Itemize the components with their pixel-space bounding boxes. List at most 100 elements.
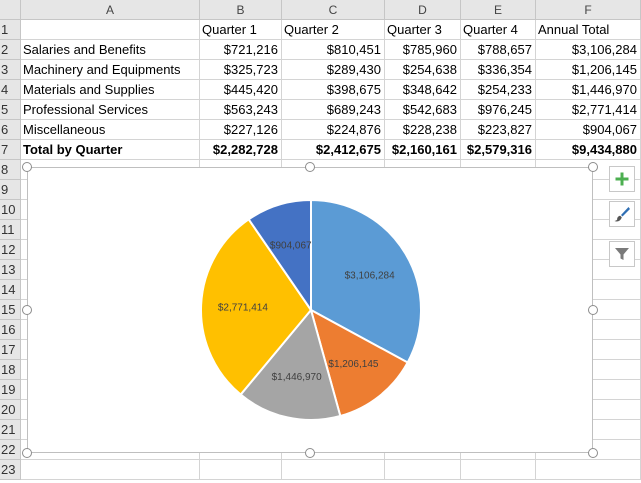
- column-header-a[interactable]: A: [21, 0, 200, 20]
- row-header-12[interactable]: 12: [0, 240, 21, 260]
- row-header-20[interactable]: 20: [0, 400, 21, 420]
- row-header-22[interactable]: 22: [0, 440, 21, 460]
- row-header-23[interactable]: 23: [0, 460, 21, 480]
- row-header-6[interactable]: 6: [0, 120, 21, 140]
- cell-f7[interactable]: $9,434,880: [536, 140, 641, 160]
- row-header-11[interactable]: 11: [0, 220, 21, 240]
- column-header-e[interactable]: E: [461, 0, 536, 20]
- cell-c2[interactable]: $810,451: [282, 40, 385, 60]
- cell-b6[interactable]: $227,126: [200, 120, 282, 140]
- row-header-2[interactable]: 2: [0, 40, 21, 60]
- cell-b1[interactable]: Quarter 1: [200, 20, 282, 40]
- row-header-15[interactable]: 15: [0, 300, 21, 320]
- cell-e3[interactable]: $336,354: [461, 60, 536, 80]
- resize-handle-top-left[interactable]: [22, 162, 32, 172]
- cell-b7[interactable]: $2,282,728: [200, 140, 282, 160]
- cell-f4[interactable]: $1,446,970: [536, 80, 641, 100]
- cell-d2[interactable]: $785,960: [385, 40, 461, 60]
- row-header-10[interactable]: 10: [0, 200, 21, 220]
- pie-chart[interactable]: $3,106,284 $1,206,145 $1,446,970 $2,771,414…: [27, 167, 593, 453]
- pie-chart-plot: $3,106,284 $1,206,145 $1,446,970 $2,771,414…: [200, 198, 422, 421]
- row-header-14[interactable]: 14: [0, 280, 21, 300]
- chart-filters-button[interactable]: [609, 241, 635, 267]
- select-all-corner[interactable]: [0, 0, 21, 20]
- cell-b5[interactable]: $563,243: [200, 100, 282, 120]
- brush-icon: [614, 207, 630, 222]
- resize-handle-middle-left[interactable]: [22, 305, 32, 315]
- column-header-c[interactable]: C: [282, 0, 385, 20]
- row-header-5[interactable]: 5: [0, 100, 21, 120]
- cell-c5[interactable]: $689,243: [282, 100, 385, 120]
- cell-e1[interactable]: Quarter 4: [461, 20, 536, 40]
- cell-f2[interactable]: $3,106,284: [536, 40, 641, 60]
- pie-slice-3[interactable]: [239, 307, 342, 421]
- cell-c23[interactable]: [282, 460, 385, 480]
- resize-handle-bottom-left[interactable]: [22, 448, 32, 458]
- cell-a4[interactable]: Materials and Supplies: [21, 80, 200, 100]
- row-header-21[interactable]: 21: [0, 420, 21, 440]
- pie-data-label-2: $1,206,145: [328, 359, 378, 370]
- column-header-f[interactable]: F: [536, 0, 641, 20]
- cell-d4[interactable]: $348,642: [385, 80, 461, 100]
- column-header-b[interactable]: B: [200, 0, 282, 20]
- cell-b4[interactable]: $445,420: [200, 80, 282, 100]
- row-header-16[interactable]: 16: [0, 320, 21, 340]
- chart-elements-button[interactable]: [609, 166, 635, 192]
- cell-a1[interactable]: [21, 20, 200, 40]
- cell-a7[interactable]: Total by Quarter: [21, 140, 200, 160]
- row-header-19[interactable]: 19: [0, 380, 21, 400]
- cell-d7[interactable]: $2,160,161: [385, 140, 461, 160]
- row-header-4[interactable]: 4: [0, 80, 21, 100]
- pie-slice-5[interactable]: [247, 198, 312, 314]
- cell-e5[interactable]: $976,245: [461, 100, 536, 120]
- cell-a3[interactable]: Machinery and Equipments: [21, 60, 200, 80]
- resize-handle-bottom-right[interactable]: [588, 448, 598, 458]
- cell-f6[interactable]: $904,067: [536, 120, 641, 140]
- cell-e4[interactable]: $254,233: [461, 80, 536, 100]
- cell-a23[interactable]: [21, 460, 200, 480]
- pie-slice-2[interactable]: [309, 307, 410, 418]
- cell-d3[interactable]: $254,638: [385, 60, 461, 80]
- cell-d1[interactable]: Quarter 3: [385, 20, 461, 40]
- cell-b23[interactable]: [200, 460, 282, 480]
- cell-f1[interactable]: Annual Total: [536, 20, 641, 40]
- cell-f23[interactable]: [536, 460, 641, 480]
- resize-handle-top-right[interactable]: [588, 162, 598, 172]
- row-header-13[interactable]: 13: [0, 260, 21, 280]
- cell-e7[interactable]: $2,579,316: [461, 140, 536, 160]
- cell-c1[interactable]: Quarter 2: [282, 20, 385, 40]
- cell-e23[interactable]: [461, 460, 536, 480]
- resize-handle-top-middle[interactable]: [305, 162, 315, 172]
- cell-a6[interactable]: Miscellaneous: [21, 120, 200, 140]
- row-header-8[interactable]: 8: [0, 160, 21, 180]
- row-header-1[interactable]: 1: [0, 20, 21, 40]
- cell-f5[interactable]: $2,771,414: [536, 100, 641, 120]
- chart-styles-button[interactable]: [609, 201, 635, 227]
- cell-b2[interactable]: $721,216: [200, 40, 282, 60]
- row-header-18[interactable]: 18: [0, 360, 21, 380]
- cell-a5[interactable]: Professional Services: [21, 100, 200, 120]
- pie-data-label-3: $1,446,970: [272, 372, 322, 383]
- cell-d23[interactable]: [385, 460, 461, 480]
- cell-b3[interactable]: $325,723: [200, 60, 282, 80]
- resize-handle-bottom-middle[interactable]: [305, 448, 315, 458]
- cell-a2[interactable]: Salaries and Benefits: [21, 40, 200, 60]
- cell-c7[interactable]: $2,412,675: [282, 140, 385, 160]
- cell-e2[interactable]: $788,657: [461, 40, 536, 60]
- pie-slice-1[interactable]: [310, 198, 422, 364]
- row-header-3[interactable]: 3: [0, 60, 21, 80]
- column-header-d[interactable]: D: [385, 0, 461, 20]
- row-header-9[interactable]: 9: [0, 180, 21, 200]
- cell-d5[interactable]: $542,683: [385, 100, 461, 120]
- pie-data-label-1: $3,106,284: [345, 271, 395, 282]
- row-header-7[interactable]: 7: [0, 140, 21, 160]
- cell-f3[interactable]: $1,206,145: [536, 60, 641, 80]
- pie-slice-4[interactable]: [200, 217, 313, 396]
- cell-c3[interactable]: $289,430: [282, 60, 385, 80]
- resize-handle-middle-right[interactable]: [588, 305, 598, 315]
- cell-c6[interactable]: $224,876: [282, 120, 385, 140]
- row-header-17[interactable]: 17: [0, 340, 21, 360]
- cell-e6[interactable]: $223,827: [461, 120, 536, 140]
- cell-c4[interactable]: $398,675: [282, 80, 385, 100]
- cell-d6[interactable]: $228,238: [385, 120, 461, 140]
